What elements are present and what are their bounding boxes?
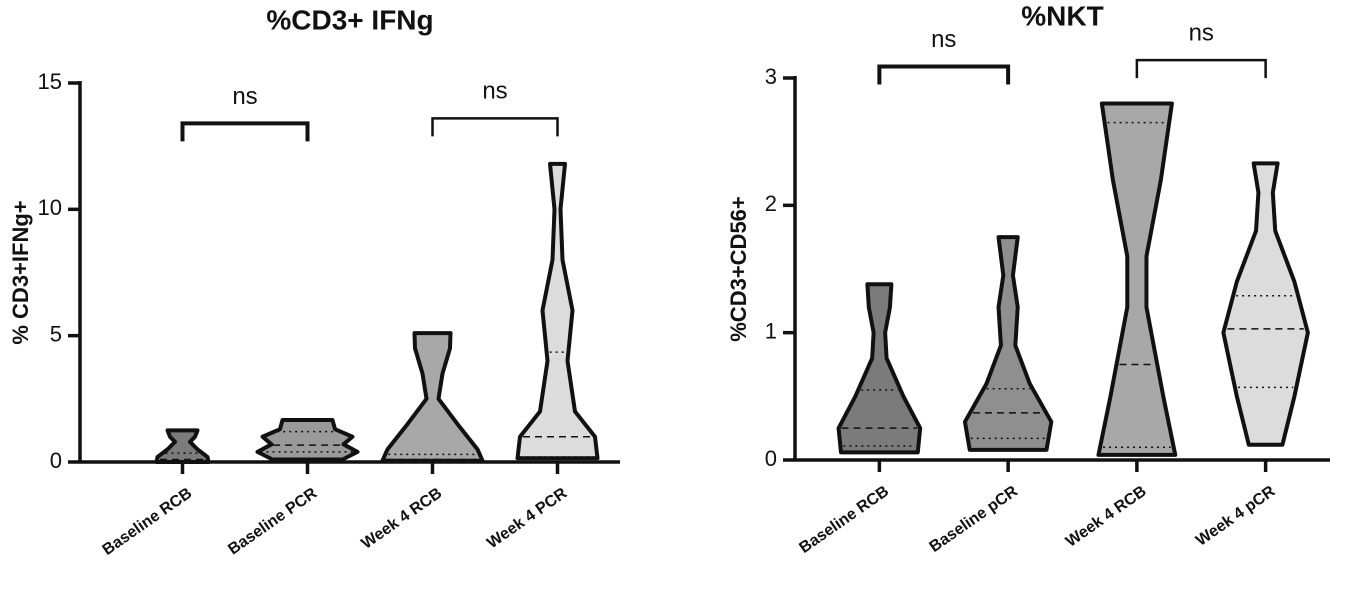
x-tick-label: Baseline RCB xyxy=(796,483,892,557)
x-tick-label: Week 4 pCR xyxy=(1193,483,1279,550)
violin xyxy=(380,331,485,463)
y-tick-label: 2 xyxy=(765,191,777,216)
violin xyxy=(836,282,923,455)
x-tick-label: Baseline RCB xyxy=(100,485,196,559)
y-axis-label: % CD3+IFNg+ xyxy=(8,200,33,344)
significance-label: ns xyxy=(232,83,257,110)
y-tick-label: 15 xyxy=(38,69,62,94)
violin xyxy=(255,418,360,462)
chart-title: %CD3+ IFNg xyxy=(266,4,433,35)
x-tick-label: Week 4 RCB xyxy=(1063,483,1150,551)
x-tick-label: Baseline PCR xyxy=(225,485,320,559)
y-tick-label: 5 xyxy=(50,321,62,346)
significance-label: ns xyxy=(931,26,956,53)
y-tick-label: 0 xyxy=(50,448,62,473)
x-tick-label: Baseline pCR xyxy=(927,483,1022,556)
violin xyxy=(962,235,1054,452)
significance-bracket xyxy=(431,117,559,137)
x-tick-label: Week 4 PCR xyxy=(484,485,570,553)
significance-label: ns xyxy=(482,78,507,105)
significance-bracket xyxy=(877,64,1011,85)
y-axis-label: %CD3+CD56+ xyxy=(726,196,751,342)
y-tick-label: 0 xyxy=(765,446,777,471)
y-tick-label: 1 xyxy=(765,318,777,343)
significance-bracket xyxy=(180,121,310,142)
significance-bracket xyxy=(1135,58,1267,79)
x-tick-label: Week 4 RCB xyxy=(358,485,445,553)
violin xyxy=(154,428,211,464)
violin xyxy=(1096,101,1178,457)
violin xyxy=(515,161,600,461)
y-tick-label: 10 xyxy=(38,195,62,220)
violin xyxy=(1221,161,1310,447)
y-tick-label: 3 xyxy=(765,64,777,89)
chart-title: %NKT xyxy=(1021,0,1103,31)
significance-label: ns xyxy=(1189,20,1214,47)
